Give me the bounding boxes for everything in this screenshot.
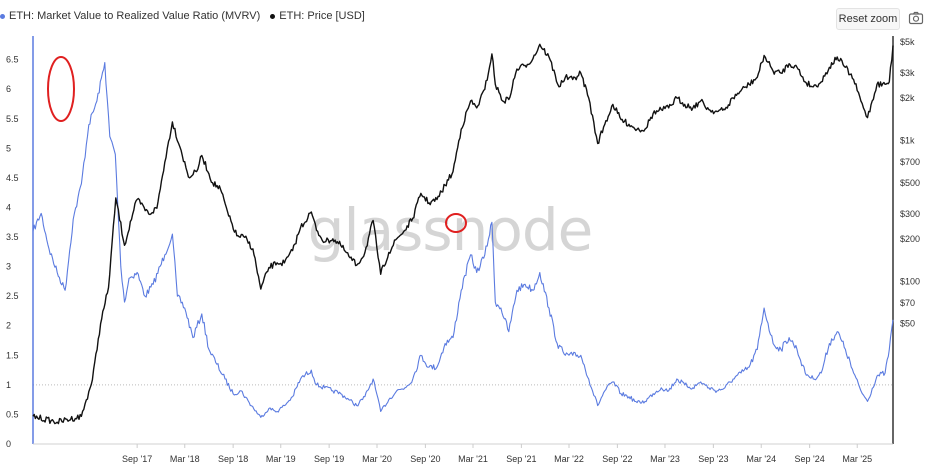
legend-item-price[interactable]: ETH: Price [USD] — [270, 10, 365, 22]
x-tick-label: Mar '18 — [170, 454, 200, 464]
y-left-tick-label: 0.5 — [6, 409, 19, 419]
x-tick-label: Mar '19 — [266, 454, 296, 464]
y-axis-right: $50 $70 $100 $200 $300 $500 $700 $1k $2k $3k $5k — [900, 37, 920, 329]
y-left-tick-label: 2.5 — [6, 291, 19, 301]
y-right-tick-label: $3k — [900, 68, 915, 78]
y-left-tick-label: 4 — [6, 202, 11, 212]
camera-icon[interactable] — [908, 10, 924, 26]
y-right-tick-label: $100 — [900, 276, 920, 286]
x-tick-label: Mar '25 — [842, 454, 872, 464]
x-tick-label: Mar '24 — [746, 454, 776, 464]
y-right-tick-label: $50 — [900, 319, 915, 329]
y-right-tick-label: $2k — [900, 93, 915, 103]
y-left-tick-label: 2 — [6, 321, 11, 331]
x-tick-label: Mar '23 — [650, 454, 680, 464]
chart-series — [32, 43, 894, 425]
y-left-tick-label: 0 — [6, 439, 11, 449]
highlight-circle-2017 — [47, 56, 75, 122]
x-axis: Sep '17 Mar '18 Sep '18 Mar '19 Sep '19 Mar '… — [122, 444, 872, 464]
x-tick-label: Sep '19 — [314, 454, 344, 464]
x-tick-label: Mar '20 — [362, 454, 392, 464]
highlight-circle-2021 — [445, 213, 467, 233]
y-left-tick-label: 5 — [6, 143, 11, 153]
y-left-tick-label: 6 — [6, 84, 11, 94]
y-left-tick-label: 5.5 — [6, 114, 19, 124]
y-right-tick-label: $700 — [900, 157, 920, 167]
series-line-price — [32, 43, 894, 425]
y-left-tick-label: 4.5 — [6, 173, 19, 183]
reset-zoom-button[interactable]: Reset zoom — [836, 8, 900, 30]
series-line-mvrv — [32, 62, 894, 418]
y-right-tick-label: $70 — [900, 298, 915, 308]
legend-item-mvrv[interactable]: ETH: Market Value to Realized Value Rati… — [0, 10, 260, 22]
y-right-tick-label: $1k — [900, 135, 915, 145]
legend-dot-price — [270, 13, 276, 19]
x-tick-label: Sep '17 — [122, 454, 152, 464]
y-left-tick-label: 3 — [6, 262, 11, 272]
x-tick-label: Sep '18 — [218, 454, 248, 464]
x-tick-label: Sep '23 — [698, 454, 728, 464]
legend-dot-mvrv — [0, 13, 5, 19]
legend-label-price: ETH: Price [USD] — [279, 10, 365, 22]
y-left-tick-label: 1.5 — [6, 350, 19, 360]
x-tick-label: Sep '24 — [795, 454, 825, 464]
legend: ETH: Market Value to Realized Value Rati… — [0, 6, 375, 26]
x-tick-label: Sep '22 — [602, 454, 632, 464]
y-right-tick-label: $300 — [900, 209, 920, 219]
y-right-tick-label: $200 — [900, 234, 920, 244]
y-axis-left: 0 0.5 1 1.5 2 2.5 3 3.5 4 4.5 5 5.5 6 6.5 — [6, 55, 19, 449]
x-tick-label: Sep '20 — [410, 454, 440, 464]
y-right-tick-label: $500 — [900, 178, 920, 188]
x-tick-label: Mar '22 — [554, 454, 584, 464]
y-left-tick-label: 3.5 — [6, 232, 19, 242]
y-left-tick-label: 6.5 — [6, 55, 19, 65]
y-right-tick-label: $5k — [900, 37, 915, 47]
y-left-tick-label: 1 — [6, 380, 11, 390]
x-tick-label: Sep '21 — [506, 454, 536, 464]
legend-label-mvrv: ETH: Market Value to Realized Value Rati… — [9, 10, 261, 22]
x-tick-label: Mar '21 — [458, 454, 488, 464]
